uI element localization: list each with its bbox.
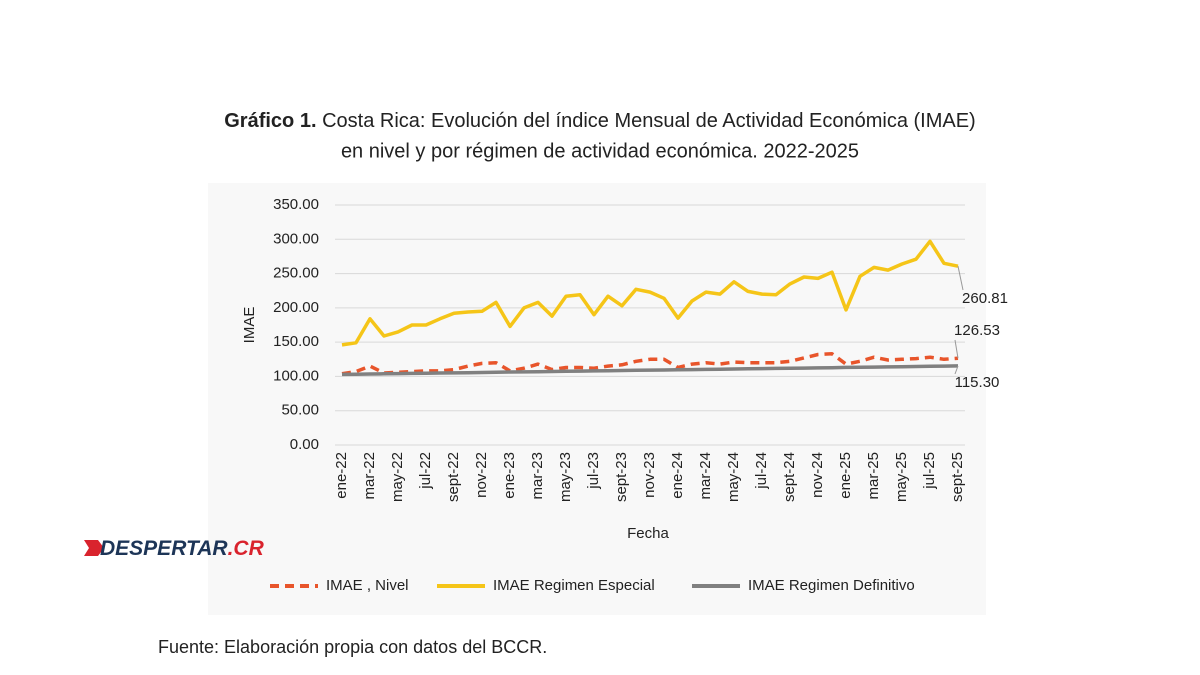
x-axis-label: Fecha [627, 525, 669, 542]
x-tick-label: jul-24 [753, 452, 770, 490]
legend-label: IMAE Regimen Definitivo [748, 577, 915, 594]
y-tick-label: 100.00 [273, 367, 319, 384]
y-tick-label: 0.00 [290, 436, 319, 453]
data-label: 115.30 [955, 374, 1000, 391]
data-label: 260.81 [962, 290, 1008, 307]
x-tick-label: may-25 [893, 452, 910, 502]
source: Fuente: Elaboración propia con datos del… [158, 637, 547, 657]
legend-label: IMAE , Nivel [326, 577, 409, 594]
x-tick-label: nov-24 [809, 452, 826, 498]
y-tick-label: 150.00 [273, 333, 319, 350]
logo-main: DESPERTAR [100, 537, 228, 560]
series-line [341, 364, 959, 377]
y-tick-label: 350.00 [273, 196, 319, 213]
y-axis-label: IMAE [241, 307, 258, 344]
x-tick-label: may-23 [557, 452, 574, 502]
x-tick-label: mar-22 [361, 452, 378, 500]
y-tick-label: 300.00 [273, 230, 319, 247]
series-line [341, 352, 959, 376]
chart-area [208, 183, 986, 615]
series-line [341, 239, 959, 347]
title-line: en nivel y por régimen de actividad econ… [341, 140, 859, 162]
x-tick-label: nov-23 [641, 452, 658, 498]
x-tick-label: ene-24 [669, 452, 686, 499]
chart-title: Gráfico 1. Costa Rica: Evolución del índ… [224, 110, 975, 132]
x-tick-label: ene-23 [501, 452, 518, 499]
logo-suffix: .CR [228, 537, 265, 560]
x-tick-label: ene-22 [333, 452, 350, 499]
y-tick-label: 50.00 [281, 402, 319, 419]
x-tick-label: sept-23 [613, 452, 630, 502]
x-tick-label: mar-24 [697, 452, 714, 500]
logo-icon [84, 540, 104, 556]
legend-label: IMAE Regimen Especial [493, 577, 655, 594]
x-tick-label: mar-25 [865, 452, 882, 500]
x-tick-label: jul-25 [921, 452, 938, 490]
data-label: 126.53 [954, 322, 1000, 339]
label-leader [954, 365, 959, 375]
y-tick-label: 250.00 [273, 265, 319, 282]
label-leader [954, 339, 959, 359]
label-leader [957, 266, 964, 291]
x-tick-label: jul-23 [585, 452, 602, 490]
title-line: Costa Rica: Evolución del índice Mensual… [322, 110, 976, 132]
x-tick-label: sept-25 [949, 452, 966, 502]
logo: DESPERTAR.CR [100, 537, 265, 560]
x-tick-label: sept-24 [781, 452, 798, 502]
x-tick-label: sept-22 [445, 452, 462, 502]
x-tick-label: mar-23 [529, 452, 546, 500]
x-tick-label: may-24 [725, 452, 742, 502]
x-tick-label: may-22 [389, 452, 406, 502]
title-prefix: Gráfico 1. [224, 110, 316, 132]
x-tick-label: ene-25 [837, 452, 854, 499]
x-tick-label: jul-22 [417, 452, 434, 490]
y-tick-label: 200.00 [273, 299, 319, 316]
x-tick-label: nov-22 [473, 452, 490, 498]
